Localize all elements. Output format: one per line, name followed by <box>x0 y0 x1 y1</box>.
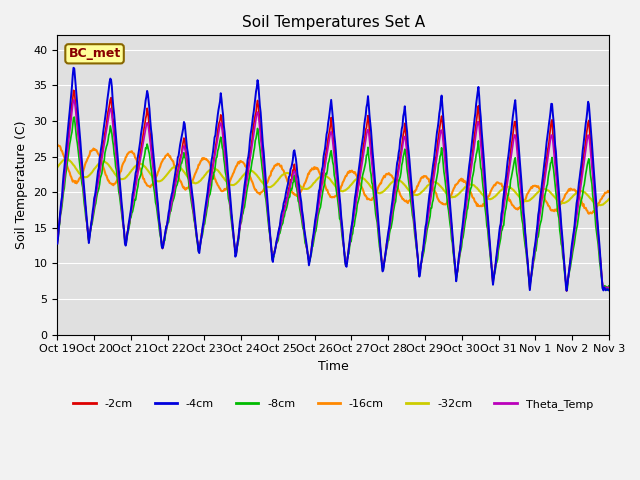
Text: BC_met: BC_met <box>68 48 121 60</box>
X-axis label: Time: Time <box>317 360 348 373</box>
Title: Soil Temperatures Set A: Soil Temperatures Set A <box>241 15 425 30</box>
Y-axis label: Soil Temperature (C): Soil Temperature (C) <box>15 121 28 249</box>
Legend: -2cm, -4cm, -8cm, -16cm, -32cm, Theta_Temp: -2cm, -4cm, -8cm, -16cm, -32cm, Theta_Te… <box>69 394 597 414</box>
